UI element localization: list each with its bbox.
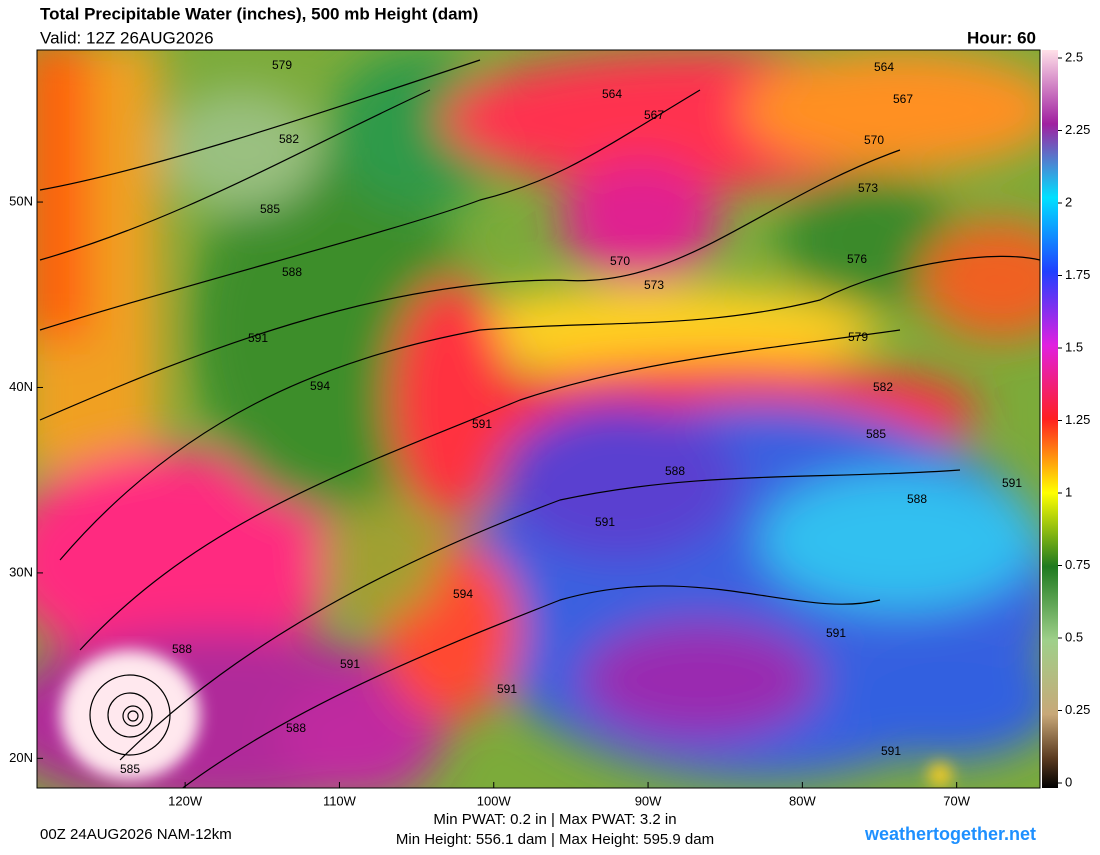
colorbar-label: 1.25: [1065, 412, 1090, 427]
colorbar-label: 1: [1065, 484, 1072, 499]
colorbar: [1042, 50, 1058, 788]
contour-label: 582: [873, 380, 893, 394]
colorbar-label: 2: [1065, 194, 1072, 209]
lon-label: 120W: [168, 793, 203, 808]
model-run: 00Z 24AUG2026 NAM-12km: [40, 826, 232, 843]
colorbar-label: 2.25: [1065, 122, 1090, 137]
colorbar-label: 0.75: [1065, 557, 1090, 572]
contour-label: 570: [610, 254, 630, 268]
contour-label: 591: [497, 682, 517, 696]
contour-label: 591: [472, 417, 492, 431]
contour-label: 591: [1002, 476, 1022, 490]
height-range: Min Height: 556.1 dam | Max Height: 595.…: [396, 831, 714, 848]
lat-label: 30N: [9, 564, 33, 579]
lon-label: 90W: [635, 793, 662, 808]
contour-label: 567: [893, 92, 913, 106]
contour-label: 588: [282, 265, 302, 279]
contour-label: 591: [826, 626, 846, 640]
contour-label: 579: [848, 330, 868, 344]
contour-label: 591: [595, 515, 615, 529]
contour-label: 585: [260, 202, 280, 216]
lat-label: 40N: [9, 379, 33, 394]
contour-label: 573: [858, 181, 878, 195]
map-frame: [36, 49, 1041, 789]
lon-label: 80W: [789, 793, 816, 808]
contour-label: 579: [272, 58, 292, 72]
contour-label: 573: [644, 278, 664, 292]
map-field: [37, 50, 1040, 788]
colorbar-label: 1.5: [1065, 339, 1083, 354]
contour-label: 567: [644, 108, 664, 122]
contour-label: 588: [665, 464, 685, 478]
contour-label: 588: [172, 642, 192, 656]
contour-label: 588: [286, 721, 306, 735]
contour-label: 594: [453, 587, 473, 601]
contour-label: 591: [881, 744, 901, 758]
lon-label: 110W: [323, 793, 357, 808]
contour-label: 585: [120, 762, 140, 776]
contour-label: 588: [907, 492, 927, 506]
lon-label: 70W: [943, 793, 970, 808]
colorbar-label: 0.5: [1065, 629, 1083, 644]
lat-label: 20N: [9, 750, 33, 765]
colorbar-label: 1.75: [1065, 267, 1090, 282]
colorbar-label: 0.25: [1065, 702, 1090, 717]
contour-label: 564: [874, 60, 894, 74]
contour-label: 591: [340, 657, 360, 671]
contour-label: 591: [248, 331, 268, 345]
title: Total Precipitable Water (inches), 500 m…: [40, 4, 478, 23]
contour-label: 594: [310, 379, 330, 393]
contour-label: 564: [602, 87, 622, 101]
contour-label: 576: [847, 252, 867, 266]
contour-label: 582: [279, 132, 299, 146]
lon-label: 100W: [477, 793, 512, 808]
pwat-range: Min PWAT: 0.2 in | Max PWAT: 3.2 in: [433, 811, 676, 828]
forecast-hour: Hour: 60: [967, 28, 1036, 47]
valid-time: Valid: 12Z 26AUG2026: [40, 28, 214, 47]
site-link[interactable]: weathertogether.net: [864, 824, 1036, 844]
lat-label: 50N: [9, 193, 33, 208]
colorbar-label: 2.5: [1065, 49, 1083, 64]
contour-label: 570: [864, 133, 884, 147]
contour-label: 585: [866, 427, 886, 441]
colorbar-label: 0: [1065, 774, 1072, 789]
